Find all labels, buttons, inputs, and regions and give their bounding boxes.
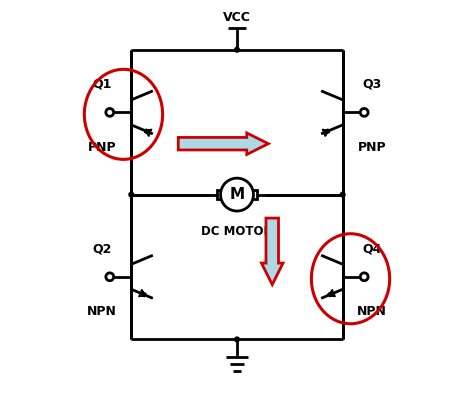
Text: Q3: Q3 xyxy=(363,78,382,91)
FancyArrow shape xyxy=(178,133,268,154)
Circle shape xyxy=(360,108,368,116)
Text: Q4: Q4 xyxy=(362,242,382,255)
Circle shape xyxy=(235,47,239,52)
FancyArrow shape xyxy=(262,218,283,285)
Text: Q1: Q1 xyxy=(92,78,112,91)
FancyArrow shape xyxy=(322,129,329,137)
Circle shape xyxy=(106,273,114,281)
Text: VCC: VCC xyxy=(223,11,251,24)
Text: M: M xyxy=(229,187,245,202)
Bar xyxy=(250,190,257,199)
Circle shape xyxy=(129,192,134,197)
Text: PNP: PNP xyxy=(88,141,116,154)
Text: NPN: NPN xyxy=(357,305,387,318)
FancyArrow shape xyxy=(145,129,152,137)
FancyArrow shape xyxy=(139,289,146,297)
Circle shape xyxy=(106,108,114,116)
Text: Q2: Q2 xyxy=(92,242,112,255)
Text: DC MOTOR: DC MOTOR xyxy=(201,225,273,238)
Circle shape xyxy=(220,178,254,211)
Text: PNP: PNP xyxy=(358,141,386,154)
FancyArrow shape xyxy=(328,289,335,297)
Circle shape xyxy=(360,273,368,281)
Circle shape xyxy=(235,337,239,342)
Circle shape xyxy=(340,192,345,197)
Text: NPN: NPN xyxy=(87,305,117,318)
Bar xyxy=(217,190,224,199)
